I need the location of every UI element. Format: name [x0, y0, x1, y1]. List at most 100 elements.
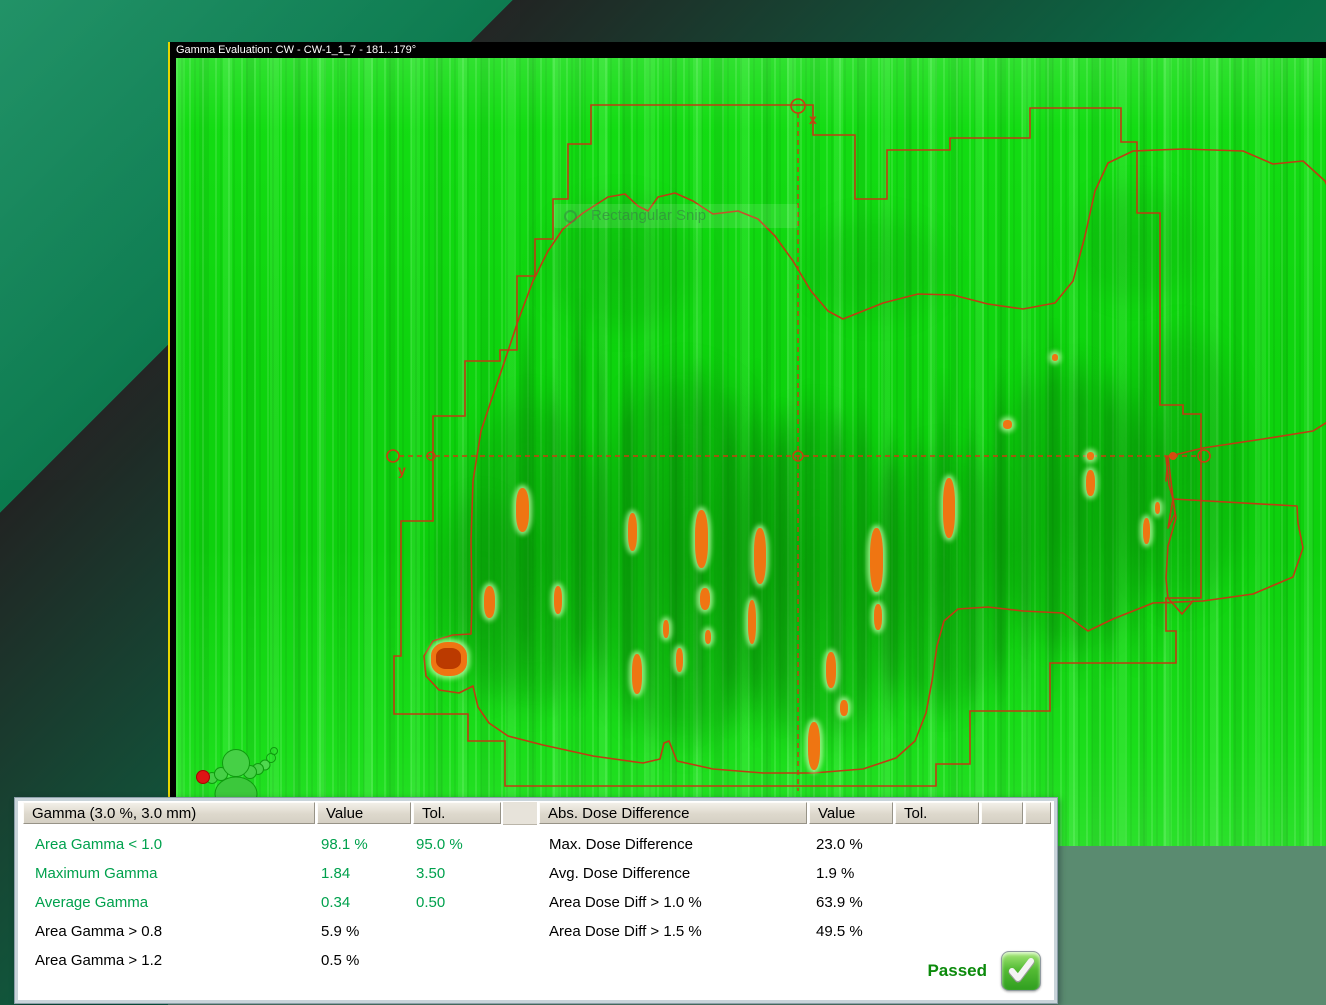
- axis-x-label: x: [809, 111, 817, 127]
- dose-dark-streak: [646, 338, 654, 738]
- gamma-tol-header[interactable]: Tol.: [413, 802, 501, 824]
- crosshair-center-node: [792, 450, 804, 462]
- gamma-hotspot: [1003, 420, 1012, 429]
- table-row[interactable]: Area Gamma < 1.0 98.1 % 95.0 %: [19, 830, 535, 859]
- table-row[interactable]: Max. Dose Difference 23.0 %: [535, 830, 1055, 859]
- gamma-hotspot: [874, 604, 882, 630]
- header-spacer-cell: [1025, 802, 1051, 824]
- row-tol: 95.0 %: [416, 836, 463, 853]
- gamma-hotspot: [705, 630, 711, 644]
- contour-left-node: [426, 451, 436, 461]
- dose-shadow-patch: [796, 208, 956, 328]
- gamma-hotspot: [1087, 452, 1094, 460]
- gamma-hotspot: [1052, 354, 1058, 361]
- crosshair-right-end-marker: [1197, 449, 1211, 463]
- field-contour-stepped: [393, 104, 1202, 787]
- gamma-hotspot: [431, 642, 467, 676]
- contour-crosshair-overlay: x y: [196, 98, 1326, 812]
- table-row[interactable]: Avg. Dose Difference 1.9 %: [535, 859, 1055, 888]
- gamma-hotspot: [554, 586, 562, 614]
- table-row[interactable]: Maximum Gamma 1.84 3.50: [19, 859, 535, 888]
- row-value: 63.9 %: [816, 894, 863, 911]
- table-row[interactable]: Average Gamma 0.34 0.50: [19, 888, 535, 917]
- dose-dark-streak: [938, 368, 950, 738]
- row-label: Area Gamma > 0.8: [35, 923, 163, 940]
- mascot-head: [222, 749, 250, 777]
- row-label: Area Dose Diff > 1.0 %: [549, 894, 702, 911]
- row-value: 23.0 %: [816, 836, 863, 853]
- row-value: 49.5 %: [816, 923, 863, 940]
- gamma-dose-map[interactable]: x y: [176, 58, 1326, 846]
- gamma-hotspot: [943, 478, 955, 538]
- row-tol: 3.50: [416, 865, 446, 882]
- table-row[interactable]: Area Gamma > 1.2 0.5 %: [19, 946, 535, 975]
- table-row[interactable]: Area Gamma > 0.8 5.9 %: [19, 917, 535, 946]
- row-value: 0.34: [321, 894, 351, 911]
- dose-dark-streak: [1104, 358, 1115, 688]
- dose-shadow-patch: [1066, 178, 1206, 308]
- window-title: Gamma Evaluation: CW - CW-1_1_7 - 181...…: [176, 44, 417, 56]
- gamma-hotspot: [1143, 518, 1150, 544]
- checkmark-glyph: [1008, 958, 1035, 983]
- gamma-hotspot: [808, 722, 820, 770]
- dose-dark-streak: [574, 288, 586, 718]
- gamma-evaluation-window: Gamma Evaluation: CW - CW-1_1_7 - 181...…: [168, 42, 1326, 846]
- snip-watermark-label: Rectangular Snip: [591, 207, 707, 224]
- row-value: 1.84: [321, 865, 351, 882]
- axis-x-marker: [790, 98, 806, 114]
- table-row[interactable]: Area Dose Diff > 1.5 % 49.5 %: [535, 917, 1055, 946]
- row-label: Area Gamma > 1.2: [35, 952, 163, 969]
- gamma-hotspot: [516, 488, 529, 532]
- check-icon[interactable]: [1001, 951, 1041, 991]
- dose-dark-streak: [1076, 338, 1086, 698]
- contour-right-node: [1169, 452, 1177, 460]
- gamma-hotspot: [484, 586, 495, 618]
- gamma-criteria-header[interactable]: Gamma (3.0 %, 3.0 mm): [23, 802, 315, 824]
- dose-value-header[interactable]: Value: [809, 802, 893, 824]
- window-titlebar[interactable]: Gamma Evaluation: CW - CW-1_1_7 - 181...…: [168, 42, 1326, 58]
- row-tol: 0.50: [416, 894, 446, 911]
- snip-cursor-icon: [564, 209, 577, 223]
- gamma-hotspot: [1155, 502, 1160, 514]
- gamma-value-header[interactable]: Value: [317, 802, 411, 824]
- gamma-hotspot: [632, 654, 642, 694]
- dose-results-rows: Max. Dose Difference 23.0 % Avg. Dose Diff…: [535, 830, 1055, 946]
- row-value: 0.5 %: [321, 952, 360, 969]
- gamma-results-rows: Area Gamma < 1.0 98.1 % 95.0 % Maximum Gamm…: [19, 830, 535, 975]
- dose-dark-streak: [966, 388, 976, 738]
- row-value: 5.9 %: [321, 923, 360, 940]
- gamma-hotspot-core: [436, 648, 461, 669]
- row-label: Avg. Dose Difference: [549, 865, 691, 882]
- header-spacer-cell: [981, 802, 1023, 824]
- dose-dark-streak: [596, 318, 605, 728]
- dose-dark-streak: [1156, 408, 1164, 658]
- dose-criteria-header[interactable]: Abs. Dose Difference: [539, 802, 807, 824]
- row-tol: [416, 946, 506, 975]
- status-badge: Passed: [927, 961, 987, 980]
- dose-tol-header[interactable]: Tol.: [895, 802, 979, 824]
- gamma-hotspot: [840, 700, 848, 716]
- dose-dark-streak: [1021, 338, 1030, 718]
- dose-dark-streak: [914, 398, 923, 748]
- gamma-hotspot: [676, 648, 683, 672]
- gamma-hotspot: [695, 510, 708, 568]
- dose-shadow-patch: [1106, 318, 1256, 618]
- header-gap: [503, 802, 537, 825]
- dose-dark-streak: [776, 398, 788, 738]
- row-tol: [916, 859, 1006, 888]
- row-label: Maximum Gamma: [35, 865, 158, 882]
- gamma-hotspot: [1086, 470, 1095, 496]
- row-tol: [916, 917, 1006, 946]
- gamma-hotspot: [870, 528, 883, 592]
- window-left-border: [168, 42, 170, 845]
- dose-dark-streak: [723, 388, 736, 738]
- gamma-hotspot: [826, 652, 836, 688]
- dose-dark-streak: [886, 418, 898, 738]
- dose-dark-streak: [1131, 388, 1140, 678]
- gamma-hotspot: [754, 528, 766, 584]
- dose-shadow-patch: [716, 398, 916, 758]
- mascot-red-hand: [196, 770, 210, 784]
- table-row[interactable]: Area Dose Diff > 1.0 % 63.9 %: [535, 888, 1055, 917]
- row-tol: [916, 830, 1006, 859]
